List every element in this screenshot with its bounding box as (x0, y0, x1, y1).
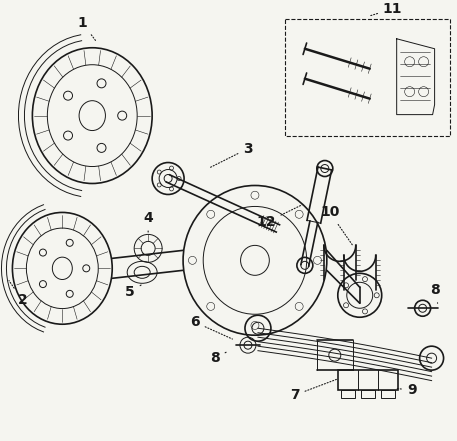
Bar (361, 390, 375, 398)
Text: 11: 11 (369, 2, 403, 16)
Bar (338, 370, 398, 390)
Text: 5: 5 (125, 284, 142, 299)
Text: 1: 1 (77, 16, 96, 41)
Text: 6: 6 (190, 315, 233, 339)
Text: 8: 8 (210, 351, 228, 365)
Text: 9: 9 (395, 383, 416, 397)
Text: 10: 10 (320, 206, 353, 246)
Text: 3: 3 (211, 142, 253, 167)
Text: 2: 2 (9, 280, 27, 307)
Bar (285, 19, 450, 135)
Text: 8: 8 (430, 283, 440, 303)
Text: 7: 7 (290, 379, 337, 402)
Text: 4: 4 (143, 211, 153, 232)
Text: 12: 12 (256, 205, 303, 229)
Bar (341, 390, 355, 398)
Bar (381, 390, 395, 398)
